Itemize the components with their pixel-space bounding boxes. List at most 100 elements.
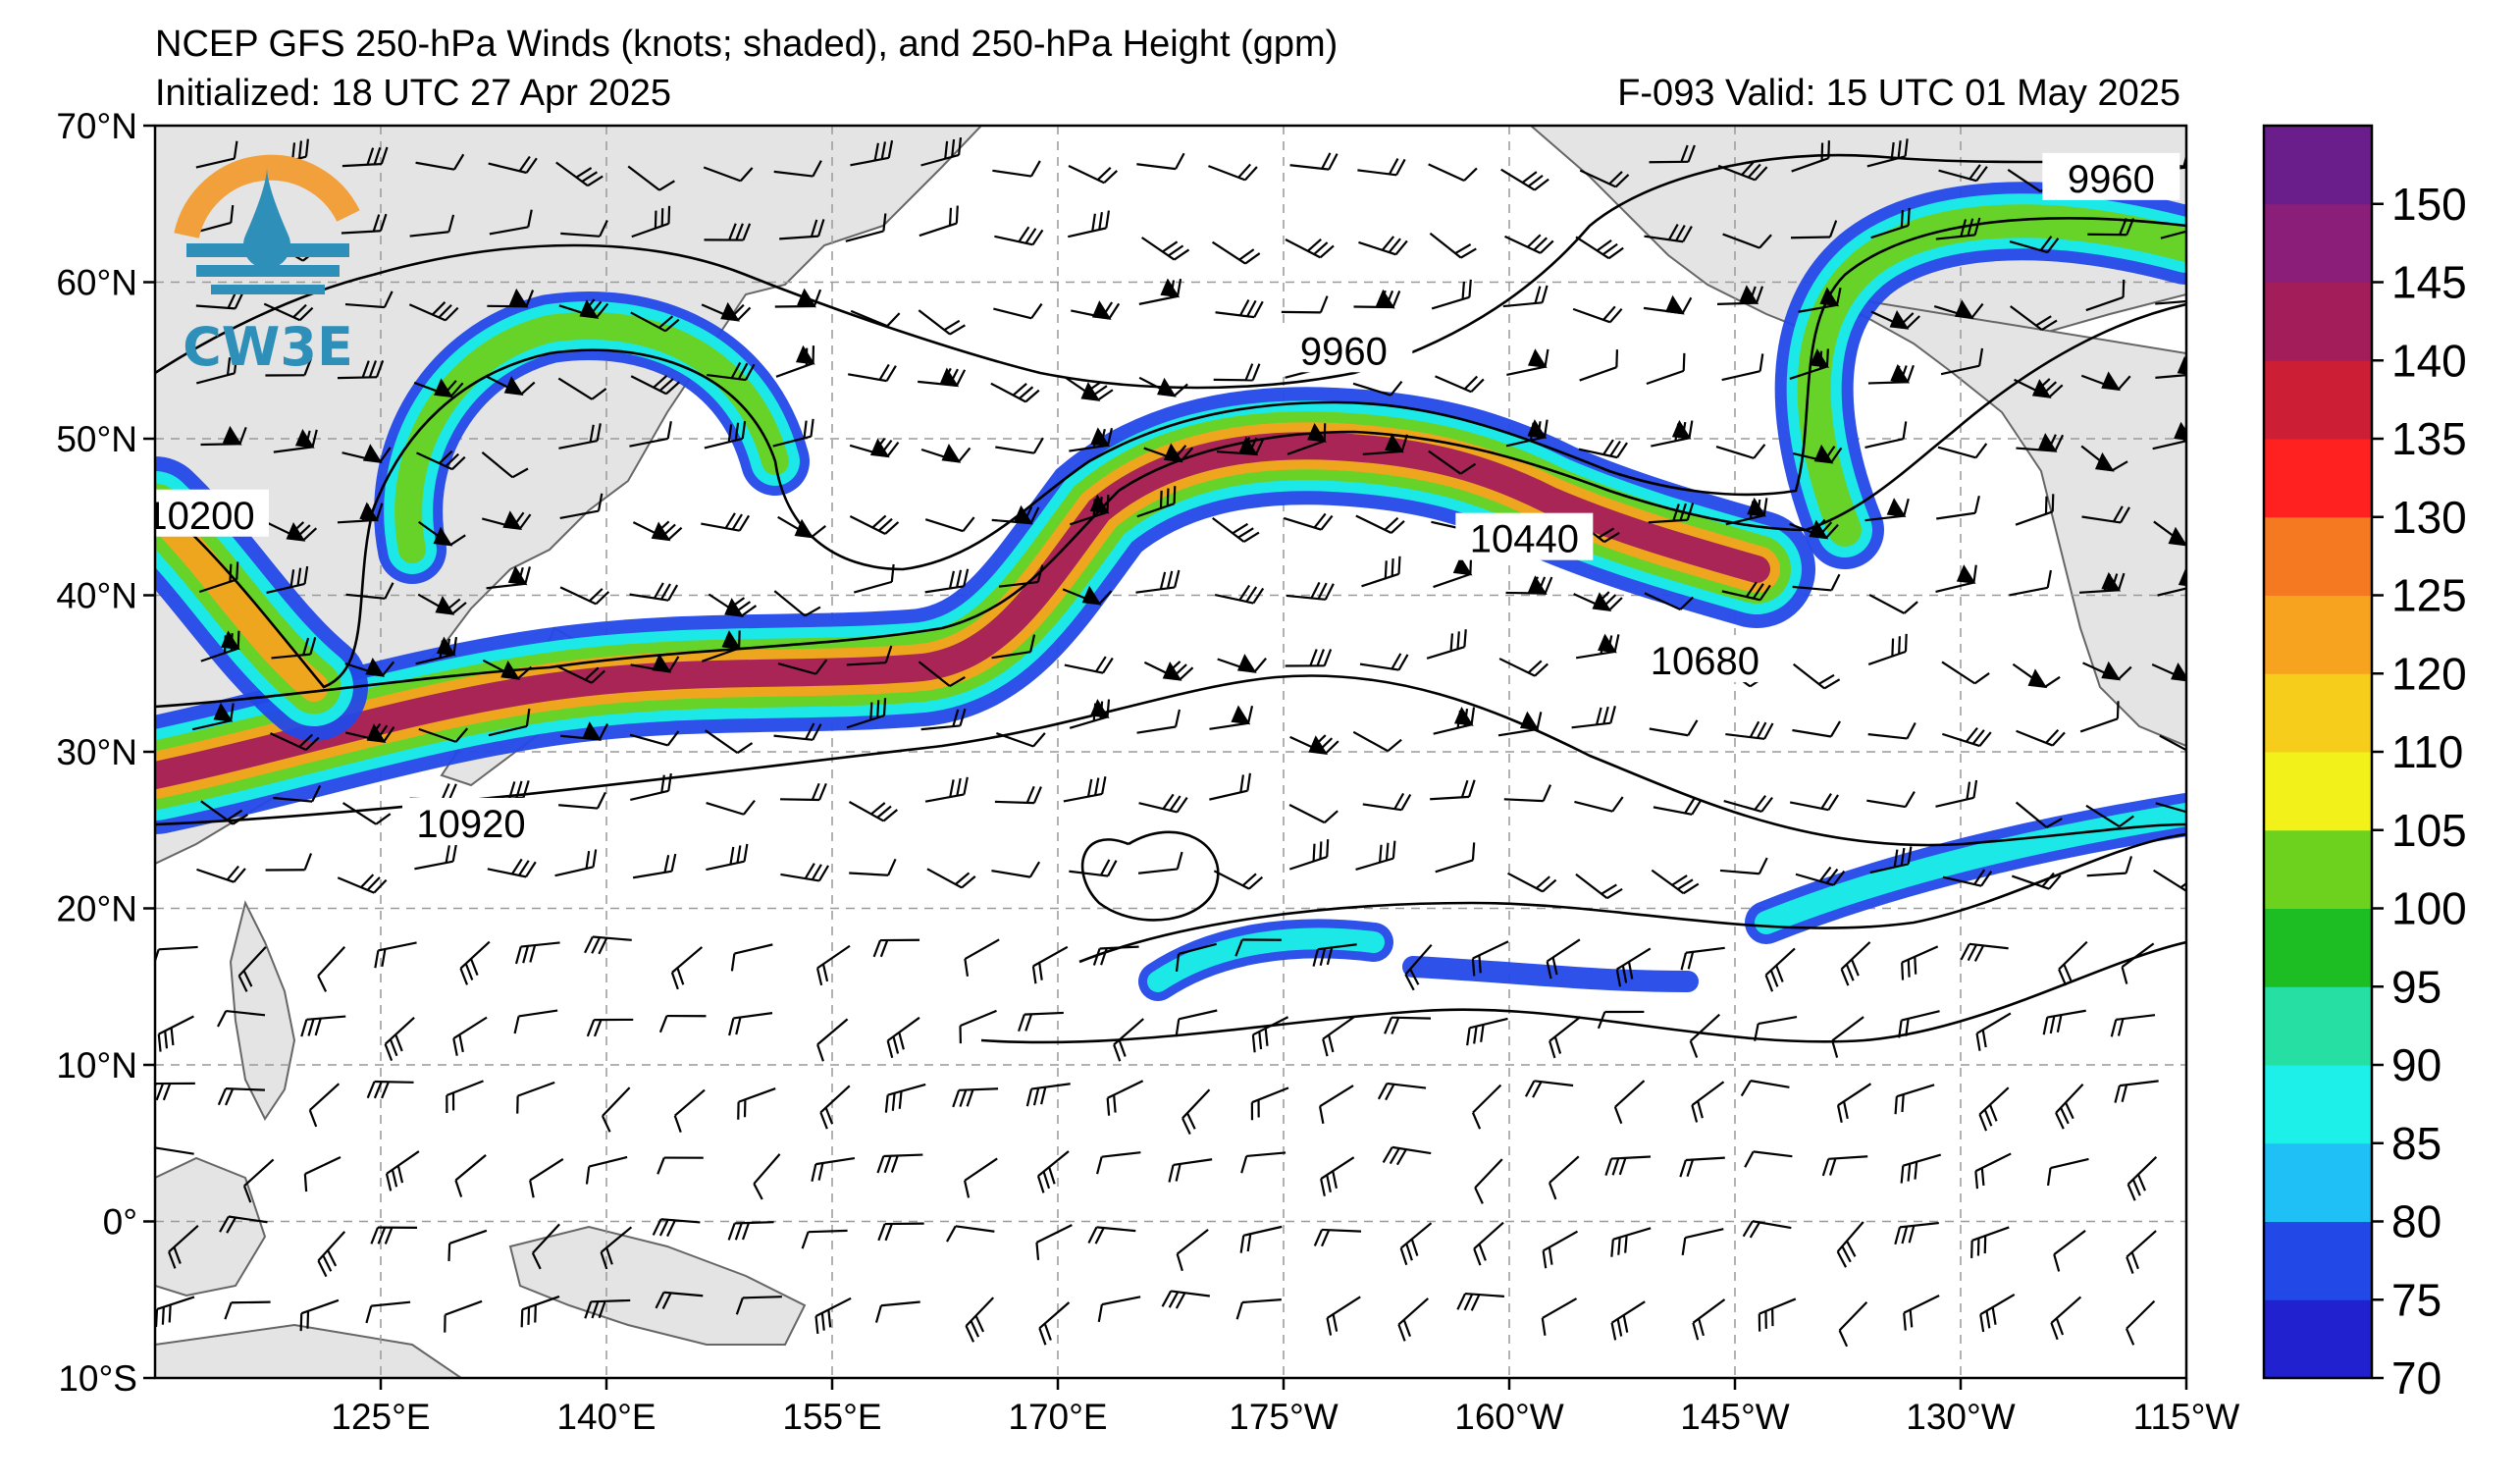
wind-barb bbox=[963, 1157, 998, 1198]
wind-barb bbox=[1361, 556, 1401, 588]
jet-band bbox=[1147, 927, 1385, 992]
wind-barb bbox=[1288, 804, 1339, 824]
wind-barb bbox=[1867, 363, 1915, 385]
wind-barb-feather bbox=[1904, 791, 1916, 808]
colorbar-label: 80 bbox=[2391, 1196, 2441, 1247]
wind-barb bbox=[2010, 305, 2058, 331]
wind-barb bbox=[1175, 942, 1218, 973]
wind-barb-feather bbox=[1030, 302, 1043, 319]
contour-label-text: 10440 bbox=[1470, 518, 1579, 561]
wind-barb-feather bbox=[951, 138, 956, 158]
wind-barb bbox=[337, 359, 385, 380]
wind-barb-feather bbox=[1318, 1105, 1325, 1125]
wind-barb bbox=[1286, 422, 1327, 455]
wind-barb-feather bbox=[1548, 1182, 1557, 1200]
wind-barb bbox=[341, 444, 392, 463]
colorbar-label: 75 bbox=[2391, 1274, 2441, 1325]
wind-barb bbox=[1161, 1290, 1210, 1309]
wind-barb bbox=[780, 863, 829, 882]
wind-barb-staff bbox=[996, 732, 1034, 748]
wind-barb bbox=[1831, 1016, 1864, 1058]
wind-barb-feather bbox=[815, 968, 823, 986]
wind-barb-staff bbox=[409, 231, 449, 238]
wind-barb-pennant bbox=[1014, 504, 1033, 525]
wind-barb-feather bbox=[2185, 300, 2186, 301]
wind-barb bbox=[1960, 942, 2009, 962]
wind-barb-feather bbox=[454, 727, 469, 743]
wind-barb-feather bbox=[1473, 1026, 1478, 1044]
wind-barb-feather bbox=[1454, 243, 1472, 255]
wind-barb-feather bbox=[948, 570, 955, 589]
wind-barb-staff bbox=[195, 157, 236, 169]
wind-barb bbox=[1215, 298, 1264, 319]
contour-label-text: 9960 bbox=[1300, 330, 1388, 373]
wind-barb-feather bbox=[2120, 506, 2130, 524]
wind-barb-feather bbox=[1602, 706, 1609, 724]
wind-barb-staff bbox=[1178, 942, 1218, 956]
contour-label-bg bbox=[1455, 512, 1594, 560]
contour-label-bg bbox=[1636, 635, 1774, 683]
latitude-labels: 70°N60°N50°N40°N30°N20°N10°N0°10°S bbox=[56, 106, 155, 1399]
wind-barb-feather bbox=[2194, 284, 2199, 300]
wind-barb-feather bbox=[1166, 570, 1174, 589]
wind-barb-feather bbox=[728, 223, 737, 240]
wind-barb-feather bbox=[2039, 236, 2053, 251]
wind-barb bbox=[630, 653, 680, 673]
wind-barb bbox=[991, 634, 1036, 660]
wind-barb bbox=[1758, 1298, 1797, 1332]
wind-barb-staff bbox=[1428, 450, 1462, 475]
wind-barb-feather bbox=[1405, 1243, 1413, 1261]
wind-barb bbox=[846, 645, 893, 666]
wind-barb bbox=[345, 722, 395, 743]
wind-barb-feather bbox=[949, 779, 955, 798]
wind-barb bbox=[2016, 728, 2066, 747]
wind-barb-feather bbox=[2188, 668, 2201, 681]
wind-barb bbox=[2009, 569, 2053, 597]
logo-text: CW3E bbox=[183, 316, 353, 378]
wind-barb-feather bbox=[519, 513, 532, 530]
wind-barb-feather bbox=[311, 429, 318, 448]
wind-barb-feather bbox=[1018, 1014, 1025, 1033]
wind-barb bbox=[1651, 419, 1694, 448]
wind-barb-feather bbox=[242, 1185, 252, 1203]
wind-barb-feather bbox=[1395, 1148, 1407, 1166]
wind-barb-staff bbox=[1644, 592, 1681, 611]
wind-barb-feather bbox=[458, 1033, 464, 1053]
wind-barb-feather bbox=[593, 1019, 603, 1037]
wind-barb-feather bbox=[658, 1219, 669, 1237]
wind-barb bbox=[670, 946, 704, 990]
wind-barb-pennant bbox=[1080, 382, 1101, 401]
wind-barb bbox=[555, 664, 605, 684]
wind-barb bbox=[1579, 169, 1630, 188]
wind-barb bbox=[1542, 1230, 1579, 1269]
wind-barb-feather bbox=[1019, 386, 1034, 399]
wind-barb-feather bbox=[2056, 1014, 2063, 1033]
wind-barb bbox=[558, 423, 602, 450]
wind-barb-feather bbox=[955, 872, 971, 885]
wind-barb bbox=[996, 732, 1046, 748]
wind-barb bbox=[1430, 779, 1476, 801]
wind-barb-feather bbox=[383, 726, 395, 743]
wind-barb-feather bbox=[1310, 581, 1321, 599]
wind-barb bbox=[1575, 873, 1623, 900]
wind-barb-feather bbox=[812, 160, 822, 178]
wind-barb-feather bbox=[383, 291, 394, 308]
wind-barb-feather bbox=[1831, 1039, 1839, 1058]
wind-barb-staff bbox=[2155, 299, 2186, 305]
wind-barb-feather bbox=[374, 950, 380, 969]
wind-barb-feather bbox=[1978, 1113, 1988, 1132]
wind-barb-feather bbox=[431, 301, 446, 316]
wind-barb bbox=[1168, 1158, 1213, 1183]
wind-barb-feather bbox=[1463, 375, 1479, 391]
wind-barb-feather bbox=[1100, 947, 1108, 966]
wind-barb-feather bbox=[1384, 560, 1388, 579]
wind-barb-feather bbox=[1740, 1080, 1752, 1097]
wind-barb-staff bbox=[2155, 802, 2186, 814]
wind-barb-feather bbox=[944, 140, 949, 159]
wind-barb bbox=[2009, 236, 2060, 254]
wind-barb bbox=[1069, 699, 1111, 729]
wind-barb-feather bbox=[1328, 153, 1339, 171]
wind-barb-feather bbox=[886, 441, 900, 457]
wind-barb-feather bbox=[811, 1163, 817, 1182]
wind-barb-feather bbox=[451, 602, 467, 615]
